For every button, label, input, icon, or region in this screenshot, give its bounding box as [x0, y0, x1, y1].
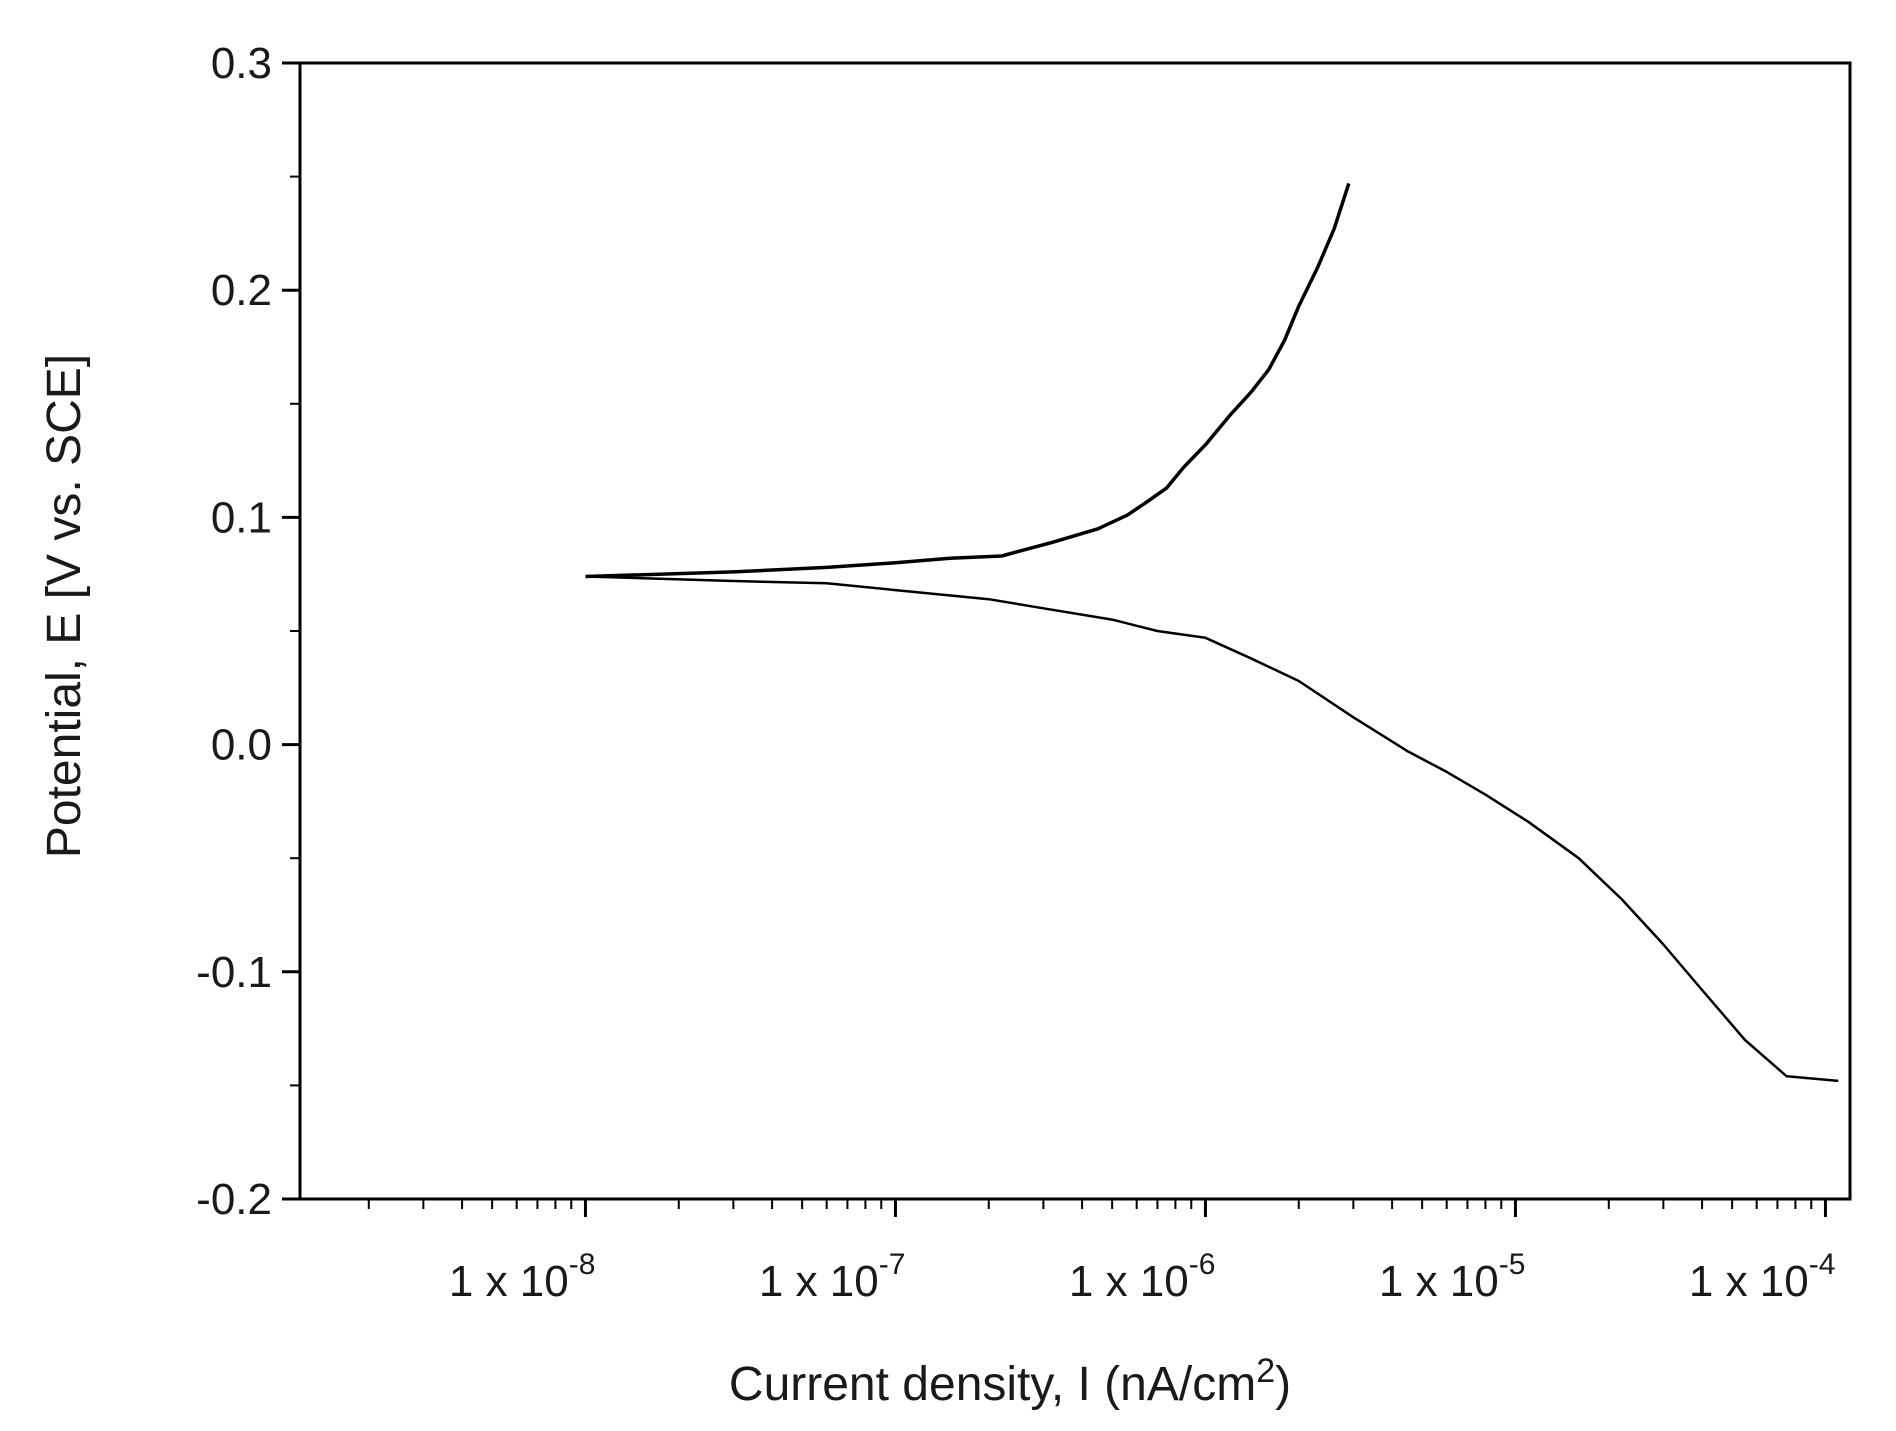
y-axis-title: Potential, E [V vs. SCE]: [38, 354, 91, 858]
x-tick-label: 1 x 10-8: [449, 1248, 596, 1306]
x-axis-title-sup: 2: [1256, 1352, 1275, 1390]
x-tick-label-base: 1 x 10: [1689, 1257, 1809, 1306]
x-tick-label-exponent: -4: [1809, 1248, 1836, 1281]
series-line-anodic: [585, 182, 1351, 579]
x-tick-label-exponent: -8: [569, 1248, 596, 1281]
y-tick-label: 0.0: [211, 721, 272, 770]
x-tick-label-exponent: -6: [1189, 1248, 1216, 1281]
series-lines: [585, 182, 1839, 1083]
x-tick-label-base: 1 x 10: [759, 1257, 879, 1306]
x-axis-ticks: 1 x 10-8 1 x 10-7 1 x 10-6 1 x 10-5 1 x 10-4: [367, 1199, 1836, 1306]
x-axis-title-main: Current density, I (nA/cm: [729, 1358, 1256, 1411]
x-axis-title: Current density, I (nA/cm2): [729, 1352, 1291, 1411]
x-tick-label-base: 1 x 10: [1069, 1257, 1189, 1306]
y-axis-ticks: 0.3 0.2 0.1 0.0 -0.1 -0.2: [196, 39, 300, 1224]
x-axis-title-tail: ): [1275, 1358, 1291, 1411]
x-tick-label-base: 1 x 10: [1379, 1257, 1499, 1306]
y-tick-label: 0.3: [211, 39, 272, 88]
y-tick-label: -0.1: [196, 948, 272, 997]
x-tick-label-base: 1 x 10: [449, 1257, 569, 1306]
x-tick-label: 1 x 10-4: [1689, 1248, 1836, 1306]
y-tick-label: 0.1: [211, 493, 272, 542]
x-tick-label: 1 x 10-5: [1379, 1248, 1526, 1306]
x-tick-label-exponent: -5: [1499, 1248, 1526, 1281]
y-tick-label: -0.2: [196, 1175, 272, 1224]
plot-area: [298, 61, 1852, 1201]
x-tick-label: 1 x 10-7: [759, 1248, 906, 1306]
x-tick-label-exponent: -7: [879, 1248, 906, 1281]
x-tick-label: 1 x 10-6: [1069, 1248, 1216, 1306]
series-line-cathodic: [585, 575, 1839, 1083]
plot-frame: [298, 61, 1852, 1201]
y-tick-label: 0.2: [211, 266, 272, 315]
